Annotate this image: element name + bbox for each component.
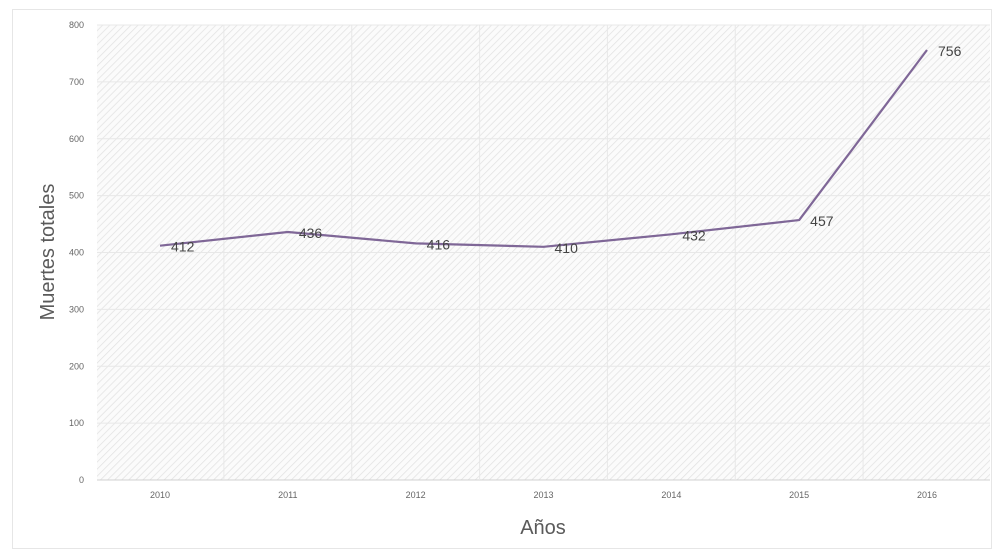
x-axis-label: Años <box>520 517 566 539</box>
x-tick-label: 2012 <box>406 490 426 500</box>
data-label: 412 <box>171 239 195 255</box>
y-axis-label: Muertes totales <box>37 184 59 321</box>
data-label: 410 <box>555 240 579 256</box>
y-tick-labels: 0 100 200 300 400 500 600 700 800 <box>69 20 84 485</box>
y-tick-label: 0 <box>79 475 84 485</box>
data-label: 457 <box>810 213 834 229</box>
x-tick-label: 2014 <box>661 490 681 500</box>
x-tick-label: 2016 <box>917 490 937 500</box>
y-tick-label: 100 <box>69 418 84 428</box>
x-tick-label: 2015 <box>789 490 809 500</box>
y-tick-label: 700 <box>69 77 84 87</box>
x-tick-label: 2011 <box>278 490 297 500</box>
series-line <box>159 49 928 248</box>
data-labels: 412 436 416 410 432 457 756 <box>171 43 962 256</box>
data-label: 436 <box>299 225 323 241</box>
y-tick-label: 300 <box>69 304 84 314</box>
y-tick-label: 600 <box>69 134 84 144</box>
y-tick-label: 800 <box>69 20 84 30</box>
y-tick-label: 500 <box>69 191 84 201</box>
data-label: 756 <box>938 43 962 59</box>
y-tick-label: 400 <box>69 248 84 258</box>
data-label: 432 <box>682 227 706 243</box>
x-tick-label: 2013 <box>533 490 553 500</box>
x-tick-labels: 2010 2011 2012 2013 2014 2015 2016 <box>150 490 937 500</box>
data-label: 416 <box>427 236 451 252</box>
x-tick-label: 2010 <box>150 490 170 500</box>
grid-lines <box>97 24 990 481</box>
y-tick-label: 200 <box>69 361 84 371</box>
